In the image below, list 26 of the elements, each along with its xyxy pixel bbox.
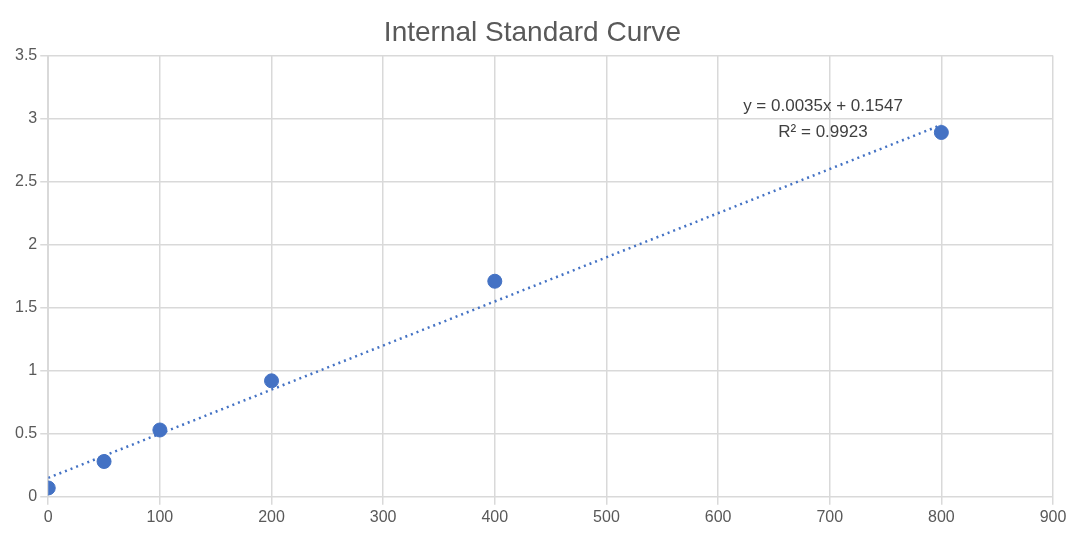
y-tick-label: 1.5 — [14, 298, 38, 316]
x-tick-label: 300 — [369, 507, 397, 525]
chart-title: Internal Standard Curve — [383, 15, 682, 47]
x-tick-label: 900 — [1039, 507, 1067, 525]
annotation: R² = 0.9923 — [778, 121, 868, 141]
y-tick-label: 0 — [28, 487, 38, 505]
y-tick-label: 0.5 — [14, 424, 38, 442]
point — [152, 422, 168, 438]
y-tick-label: 3 — [28, 109, 38, 127]
x-tick-label: 800 — [928, 507, 955, 525]
x-tick-label: 400 — [481, 507, 509, 525]
x-tick-label: 100 — [146, 507, 174, 525]
annotation: y = 0.0035x + 0.1547 — [743, 95, 903, 115]
x-tick-label: 200 — [258, 507, 285, 525]
x-tick-label: 500 — [593, 507, 620, 525]
point — [933, 125, 949, 140]
y-tick-label: 3.5 — [14, 46, 38, 64]
y-tick-label: 2.5 — [14, 172, 38, 190]
x-tick-label: 600 — [704, 507, 732, 525]
x-tick-label: 0 — [43, 507, 53, 525]
point — [487, 273, 503, 289]
y-tick-label: 2 — [28, 235, 38, 253]
x-tick-label: 700 — [816, 507, 844, 525]
y-tick-label: 1 — [28, 361, 38, 379]
point — [96, 454, 112, 469]
point — [264, 373, 280, 389]
